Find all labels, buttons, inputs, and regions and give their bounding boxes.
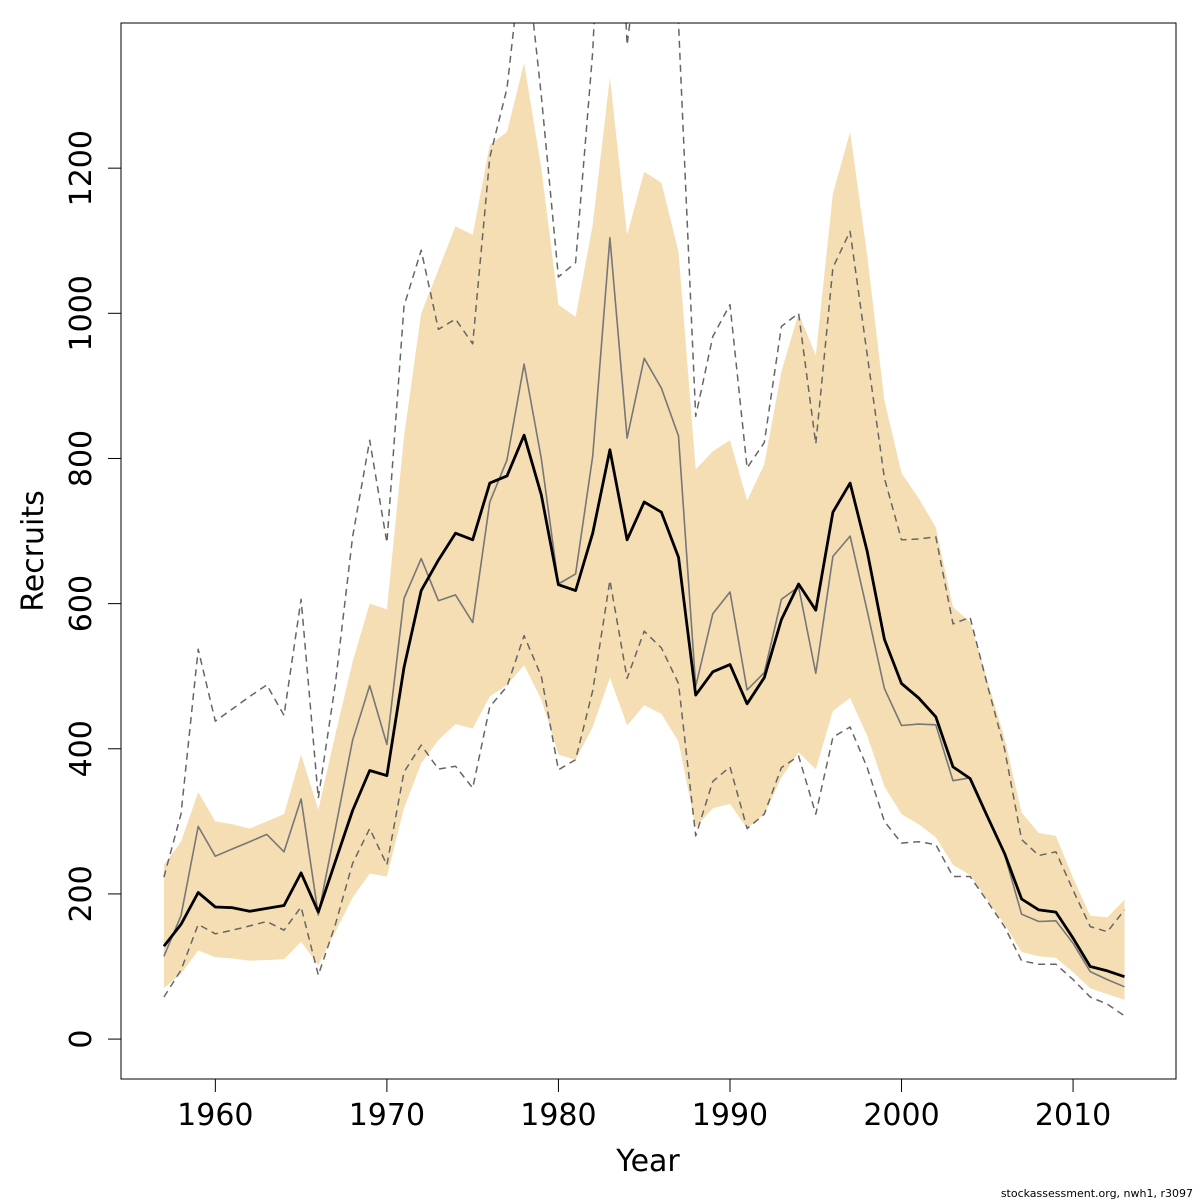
y-tick-label: 600 [64, 575, 99, 632]
series-line-mle [163, 237, 1125, 988]
series-line-median [162, 433, 1125, 979]
y-tick-label: 400 [64, 720, 99, 777]
x-axis-title: Year [615, 1144, 680, 1179]
series-line-dashed-upper [163, 23, 1126, 933]
x-axis: 1960 1970 1980 1990 2000 2010 [177, 1078, 1111, 1133]
confidence-band [163, 62, 1125, 1000]
confidence-band-layer [163, 62, 1125, 1000]
y-tick-label: 1000 [64, 275, 99, 351]
x-tick-label: 2010 [1035, 1098, 1111, 1133]
y-tick-label: 1200 [64, 130, 99, 206]
y-axis-title: Recruits [16, 490, 51, 612]
y-tick-label: 800 [64, 430, 99, 487]
x-tick-label: 1970 [349, 1098, 425, 1133]
y-tick-label: 0 [64, 1030, 99, 1049]
x-tick-label: 1980 [520, 1098, 596, 1133]
y-tick-label: 200 [64, 865, 99, 922]
x-tick-label: 2000 [863, 1098, 939, 1133]
series-lines-layer [162, 23, 1126, 1017]
x-tick-label: 1990 [692, 1098, 768, 1133]
footer-credit: stockassessment.org, nwh1, r3097 [1001, 1187, 1193, 1200]
series-line-dashed-lower [163, 579, 1125, 1017]
x-tick-label: 1960 [177, 1098, 253, 1133]
y-axis: 0 200 400 600 800 1000 1200 [64, 130, 122, 1049]
